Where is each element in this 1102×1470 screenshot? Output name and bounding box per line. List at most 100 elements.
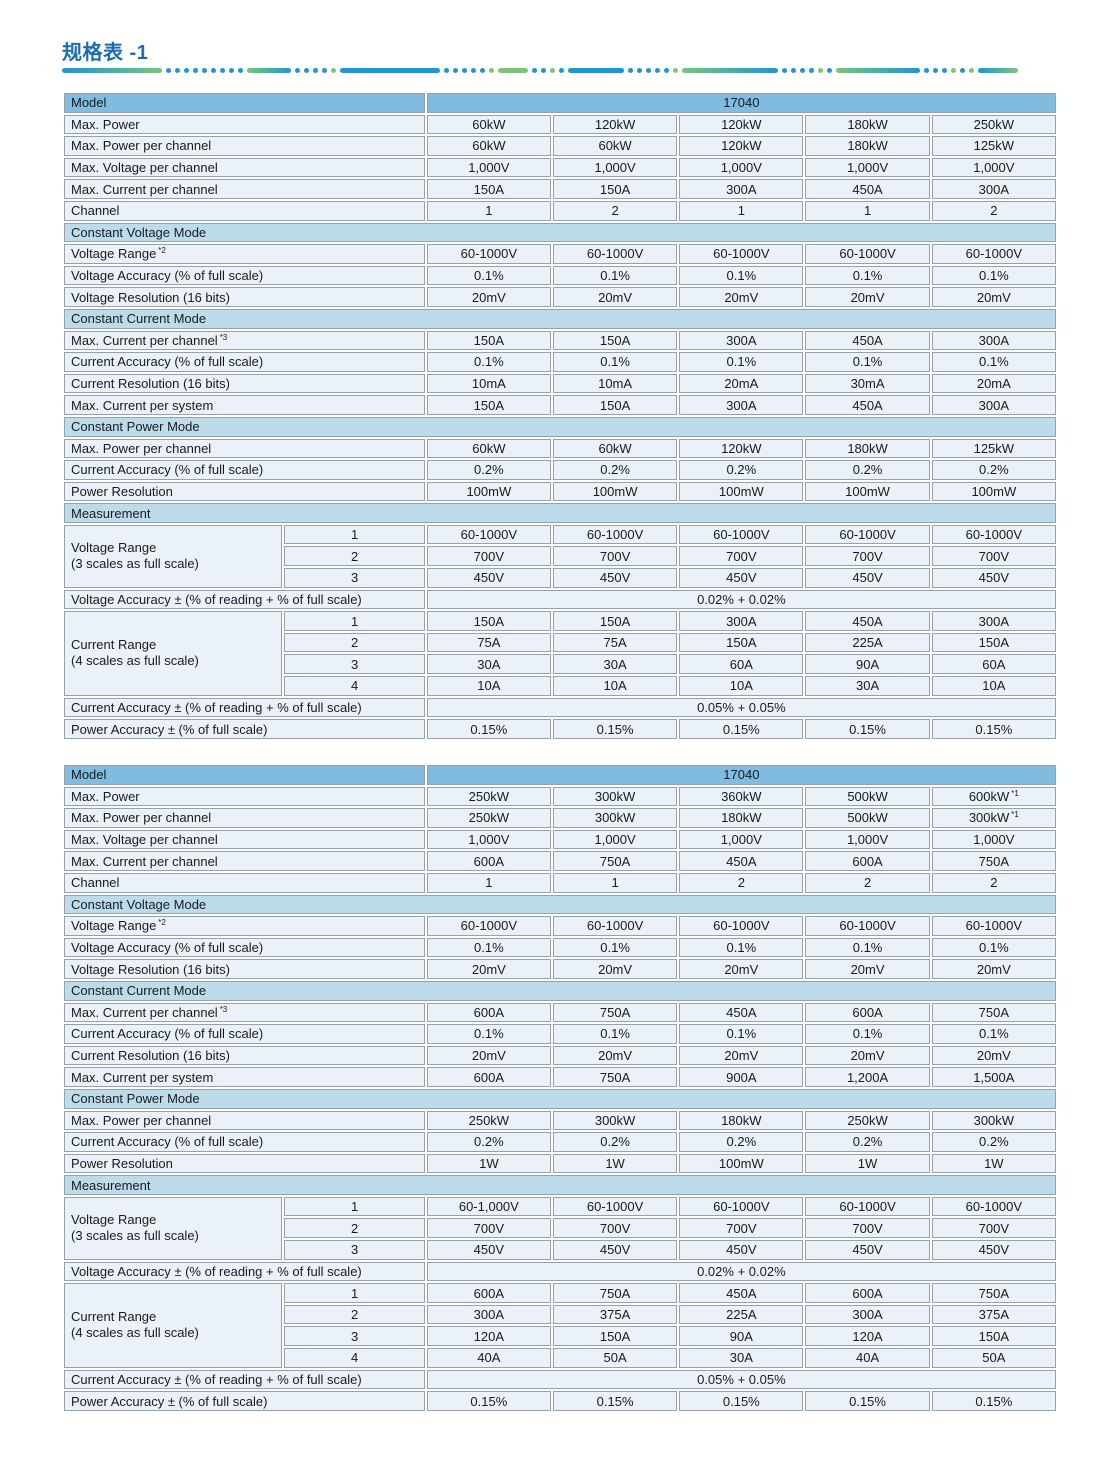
divider-bar: [568, 67, 624, 73]
spec-value-cell: 700V: [931, 1218, 1056, 1239]
spec-value-cell: 60-1000V: [931, 244, 1056, 264]
scale-index-cell: 3: [284, 568, 425, 588]
spec-value-cell: 60-1000V: [931, 1196, 1056, 1217]
spec-value-cell: 150A: [552, 611, 678, 631]
spec-value-cell: 10A: [552, 676, 678, 696]
spec-value-cell: 150A: [552, 330, 678, 351]
spec-label-cell: Max. Current per channel: [64, 851, 425, 871]
table-row: Voltage Accuracy (% of full scale) 0.1% 0.…: [64, 937, 1056, 958]
spec-value-cell: 1,000V: [426, 829, 551, 850]
divider-dot: [313, 67, 318, 73]
spec-value-cell: 150A: [931, 1326, 1056, 1347]
table-row: Constant Power Mode: [64, 1088, 1056, 1109]
table-row: Current Accuracy ± (% of reading + % of …: [64, 1369, 1056, 1390]
divider-dot: [969, 67, 974, 73]
table-row: Current Accuracy (% of full scale) 0.2% 0.…: [64, 1132, 1056, 1152]
divider-dot: [646, 67, 651, 73]
divider-bar: [62, 67, 162, 73]
spec-table-2: Model 17040 Max. Power 250kW 300kW 360kW 500kW…: [62, 763, 1058, 1413]
spec-value-cell: 20mV: [552, 1045, 678, 1066]
divider-dot: [541, 67, 546, 73]
divider-dot: [628, 67, 633, 73]
table-row: Max. Power 250kW 300kW 360kW 500kW 600kW *1: [64, 786, 1056, 807]
spec-value-cell: 300kW: [552, 786, 678, 807]
spec-value-cell: 700V: [931, 546, 1056, 567]
spec-value-cell: 700V: [679, 1218, 804, 1239]
divider-bar: [340, 67, 440, 73]
spec-value-cell: 10A: [679, 676, 804, 696]
spec-value-cell: 0.15%: [426, 719, 551, 739]
divider-dot: [202, 67, 207, 73]
scale-index-cell: 2: [284, 1304, 425, 1325]
spec-label-cell: Power Resolution: [64, 481, 425, 502]
table-row: 3 450V 450V 450V 450V 450V: [64, 568, 1056, 588]
spec-value-cell: 600A: [426, 1067, 551, 1087]
table-row: Channel 1 2 1 1 2: [64, 200, 1056, 221]
table-row: Voltage Accuracy ± (% of reading + % of …: [64, 1261, 1056, 1282]
footnote-marker: *1: [1011, 788, 1019, 798]
spec-value-cell: 10A: [931, 676, 1056, 696]
table-row: Voltage Range *2 60-1000V 60-1000V 60-1000V 6…: [64, 244, 1056, 264]
spec-label-cell: Current Resolution (16 bits): [64, 1045, 425, 1066]
spec-value-cell: 2: [679, 872, 804, 893]
spec-value-cell: 100mW: [679, 481, 804, 502]
footnote-marker: *1: [1011, 810, 1019, 820]
spec-value-cell: 125kW: [931, 438, 1056, 459]
spec-value-cell: 20mA: [679, 373, 804, 394]
table-row: Voltage Accuracy (% of full scale) 0.1% 0.…: [64, 265, 1056, 286]
spec-value-cell: 2: [805, 872, 930, 893]
spec-label-cell: Voltage Accuracy (% of full scale): [64, 265, 425, 286]
spec-value-cell: 0.02% + 0.02%: [426, 1261, 1056, 1282]
spec-value-cell: 20mA: [931, 373, 1056, 394]
spec-value-cell: 1W: [805, 1153, 930, 1174]
spec-value-cell: 300A: [679, 395, 804, 415]
spec-value-cell: 0.2%: [426, 1132, 551, 1152]
spec-value-cell: 90A: [679, 1326, 804, 1347]
spec-value-cell: 75A: [426, 632, 551, 653]
spec-value-cell: 1,200A: [805, 1067, 930, 1087]
spec-value-cell: 0.1%: [426, 1024, 551, 1044]
footnote-marker: *3: [219, 1004, 228, 1014]
spec-value-cell: 60-1000V: [805, 916, 930, 936]
spec-value-cell: 250kW: [805, 1110, 930, 1131]
spec-label-cell: Current Resolution (16 bits): [64, 373, 425, 394]
spec-value-cell: 300A: [931, 330, 1056, 351]
spec-value-cell: 150A: [426, 179, 551, 199]
spec-value-cell: 20mV: [679, 1045, 804, 1066]
section-header-cell: Constant Voltage Mode: [64, 894, 1056, 915]
spec-group-label-cell: Current Range (4 scales as full scale): [64, 1283, 283, 1368]
scale-index-cell: 2: [284, 546, 425, 567]
divider-dot: [827, 67, 832, 73]
table-row: 3 30A 30A 60A 90A 60A: [64, 654, 1056, 675]
divider-dot: [444, 67, 449, 73]
divider-bar: [978, 67, 1018, 73]
spec-value-cell: 500kW: [805, 786, 930, 807]
footnote-marker: *2: [158, 246, 166, 256]
spec-value-cell: 900A: [679, 1067, 804, 1087]
spec-table-1: Model 17040 Max. Power 60kW 120kW 120kW 180kW 2…: [62, 91, 1058, 741]
spec-value-cell: 300A: [931, 395, 1056, 415]
divider-dot: [295, 67, 300, 73]
spec-value-cell: 20mV: [805, 959, 930, 979]
spec-value-cell: 30A: [805, 676, 930, 696]
spec-value-cell: 30A: [679, 1348, 804, 1368]
spec-value-cell: 60-1000V: [552, 1196, 678, 1217]
spec-label-cell: Current Accuracy (% of full scale): [64, 1132, 425, 1152]
spec-value-cell: 1,000V: [552, 157, 678, 178]
table-row: Voltage Resolution (16 bits) 20mV 20mV 20mV…: [64, 959, 1056, 979]
spec-label-cell: Max. Power per channel: [64, 438, 425, 459]
spec-value-cell: 700V: [426, 1218, 551, 1239]
divider-dot: [166, 67, 171, 73]
table-row: Current Accuracy (% of full scale) 0.1% 0.…: [64, 1024, 1056, 1044]
spec-value-cell: 180kW: [679, 808, 804, 828]
spec-value-cell: 100mW: [426, 481, 551, 502]
table-row: Max. Power per channel 250kW 300kW 180kW 500…: [64, 808, 1056, 828]
footnote-marker: *3: [219, 332, 228, 342]
spec-value-cell: 450V: [679, 568, 804, 588]
spec-value-cell: 20mV: [426, 1045, 551, 1066]
scale-index-cell: 1: [284, 611, 425, 631]
spec-value-cell: 60-1000V: [805, 1196, 930, 1217]
table-row: Power Resolution 100mW 100mW 100mW 100mW 100m…: [64, 481, 1056, 502]
spec-value-cell: 700V: [552, 1218, 678, 1239]
spec-value-cell: 0.1%: [805, 352, 930, 372]
